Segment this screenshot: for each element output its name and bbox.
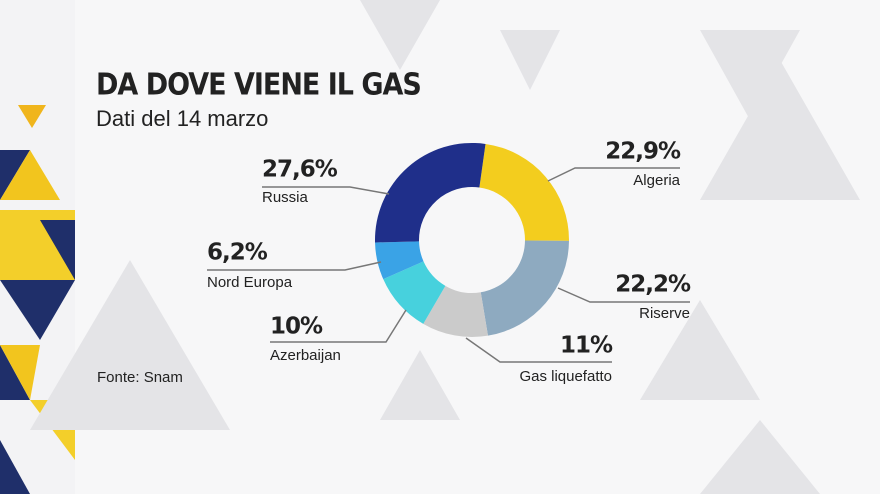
category-label: Algeria: [633, 172, 680, 189]
value-label: 11%: [560, 333, 613, 359]
value-label: 22,9%: [605, 139, 681, 165]
chart-title: DA DOVE VIENE IL GAS: [96, 68, 421, 103]
value-label: 6,2%: [207, 240, 268, 266]
side-decoration: [0, 0, 75, 494]
slice: [479, 143, 569, 241]
category-label: Russia: [262, 189, 309, 206]
donut-chart: 22,9% Algeria 22,2% Riserve 11% Gas liquefatt…: [207, 139, 692, 385]
leader-line: [207, 261, 382, 271]
value-label: 10%: [270, 314, 323, 340]
leader-line: [547, 167, 680, 182]
leader-line: [557, 287, 690, 303]
slice: [383, 261, 446, 324]
leader-line: [465, 337, 612, 363]
category-label: Riserve: [639, 305, 690, 322]
slice: [374, 143, 486, 243]
source: Fonte: Snam: [97, 369, 183, 386]
leader-line: [262, 186, 390, 195]
slice: [375, 241, 424, 280]
value-label: 22,2%: [615, 272, 691, 298]
leader-line: [270, 309, 407, 343]
category-label: Gas liquefatto: [519, 368, 612, 385]
slice: [480, 240, 569, 336]
value-label: 27,6%: [262, 157, 338, 183]
category-label: Azerbaijan: [270, 347, 341, 364]
category-label: Nord Europa: [207, 274, 293, 291]
panel-decoration: [30, 0, 860, 494]
chart-subtitle: Dati del 14 marzo: [96, 106, 268, 131]
slice: [423, 285, 488, 338]
